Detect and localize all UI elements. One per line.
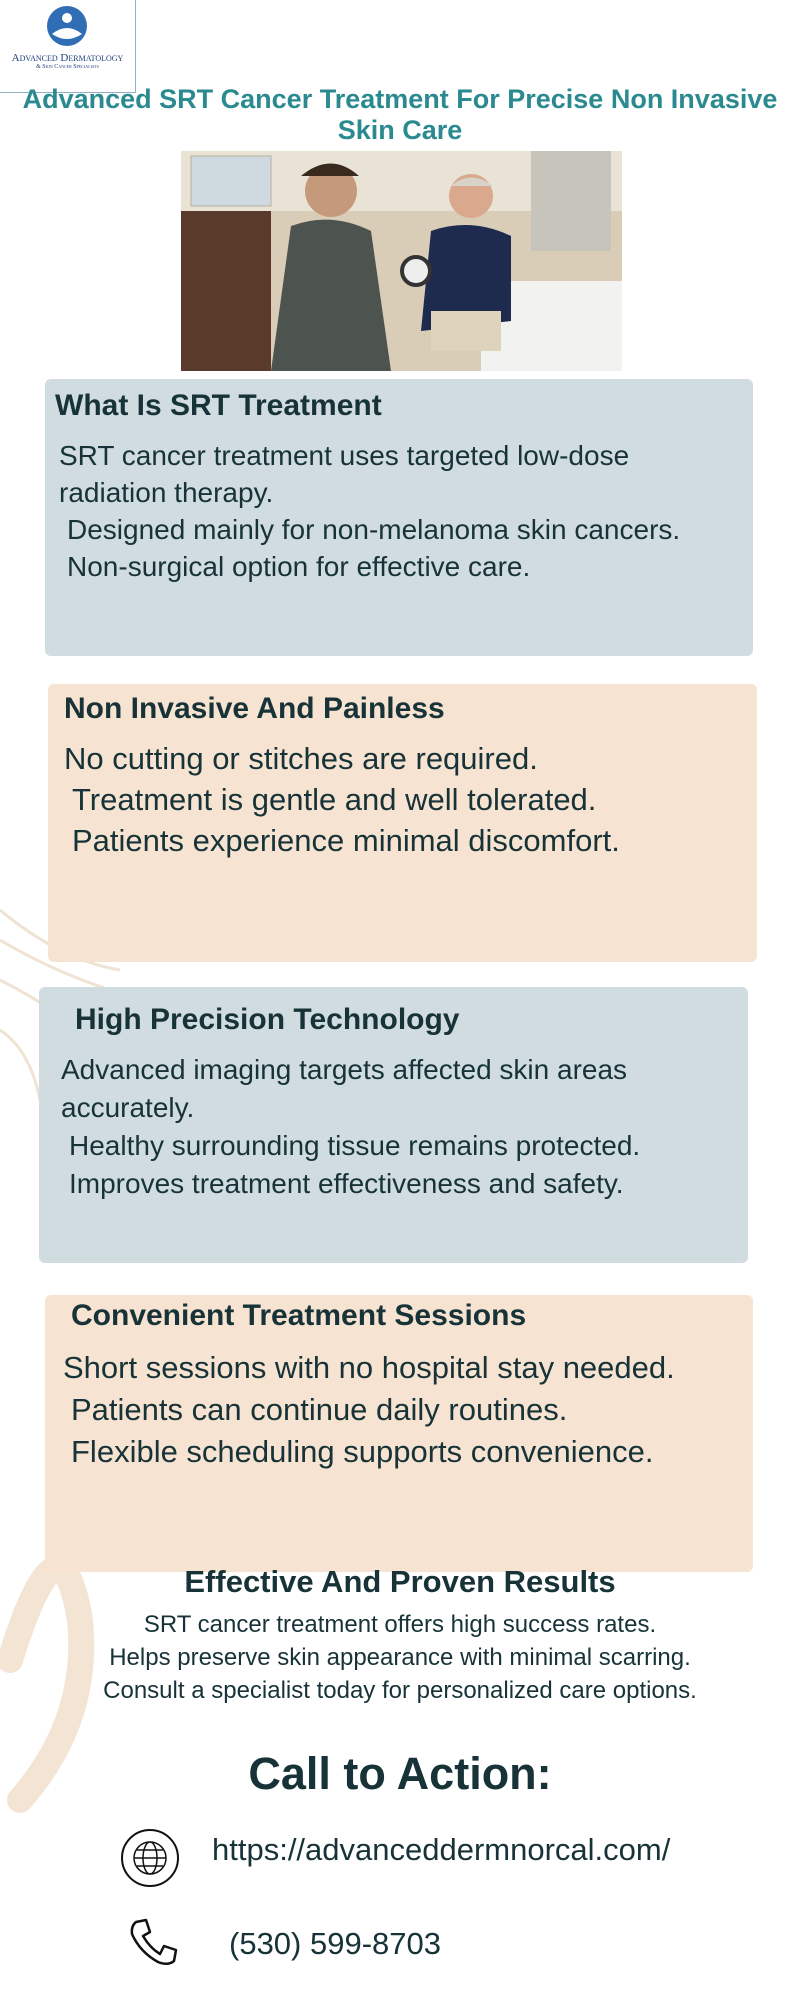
section-line: Advanced imaging targets affected skin a… xyxy=(61,1054,628,1123)
section-line: SRT cancer treatment uses targeted low-d… xyxy=(59,440,630,508)
phone-icon xyxy=(130,1918,178,1965)
section-body: Advanced imaging targets affected skin a… xyxy=(39,1037,748,1217)
section-card: Non Invasive And Painless No cutting or s… xyxy=(48,684,757,962)
section-body: SRT cancer treatment uses targeted low-d… xyxy=(45,423,753,599)
section-line: Treatment is gentle and well tolerated. xyxy=(72,782,597,817)
section-heading: High Precision Technology xyxy=(75,1003,460,1036)
section-line: Patients can continue daily routines. xyxy=(71,1392,568,1427)
section-line: No cutting or stitches are required. xyxy=(64,741,538,776)
logo-text: Advanced Dermatology xyxy=(11,52,124,64)
section-body: Short sessions with no hospital stay nee… xyxy=(45,1333,753,1487)
section-card: High Precision Technology Advanced imagin… xyxy=(39,987,748,1263)
logo: Advanced Dermatology & Skin Cancer Speci… xyxy=(0,0,136,93)
website-link[interactable]: https://advanceddermnorcal.com/ xyxy=(212,1832,671,1867)
section-card: What Is SRT Treatment SRT cancer treatmen… xyxy=(45,379,753,656)
results-heading: Effective And Proven Results xyxy=(184,1564,616,1599)
section-heading: Non Invasive And Painless xyxy=(64,692,445,725)
section-line: Patients experience minimal discomfort. xyxy=(72,823,620,858)
section-line: Non-surgical option for effective care. xyxy=(67,551,531,582)
section-body: No cutting or stitches are required. Trea… xyxy=(48,726,757,873)
section-card: Convenient Treatment Sessions Short sessi… xyxy=(45,1295,753,1572)
logo-subtext: & Skin Cancer Specialists xyxy=(36,64,99,70)
section-line: Flexible scheduling supports convenience… xyxy=(71,1434,654,1469)
results-line: Helps preserve skin appearance with mini… xyxy=(109,1644,691,1671)
photo xyxy=(181,151,622,371)
section-line: Short sessions with no hospital stay nee… xyxy=(63,1350,675,1385)
cta-heading: Call to Action: xyxy=(248,1748,552,1799)
phone-number[interactable]: (530) 599-8703 xyxy=(229,1926,441,1961)
section-line: Improves treatment effectiveness and saf… xyxy=(69,1168,624,1199)
results-line: Consult a specialist today for personali… xyxy=(103,1677,697,1704)
page-title: Advanced SRT Cancer Treatment For Precis… xyxy=(22,84,778,145)
results-line: SRT cancer treatment offers high success… xyxy=(143,1611,657,1638)
logo-icon xyxy=(47,6,87,46)
section-heading: Convenient Treatment Sessions xyxy=(71,1299,527,1332)
results: Effective And Proven Results SRT cancer … xyxy=(0,1564,800,1707)
globe-icon xyxy=(121,1829,179,1887)
section-line: Healthy surrounding tissue remains prote… xyxy=(69,1130,641,1161)
section-heading: What Is SRT Treatment xyxy=(55,389,382,422)
section-line: Designed mainly for non-melanoma skin ca… xyxy=(67,514,681,545)
